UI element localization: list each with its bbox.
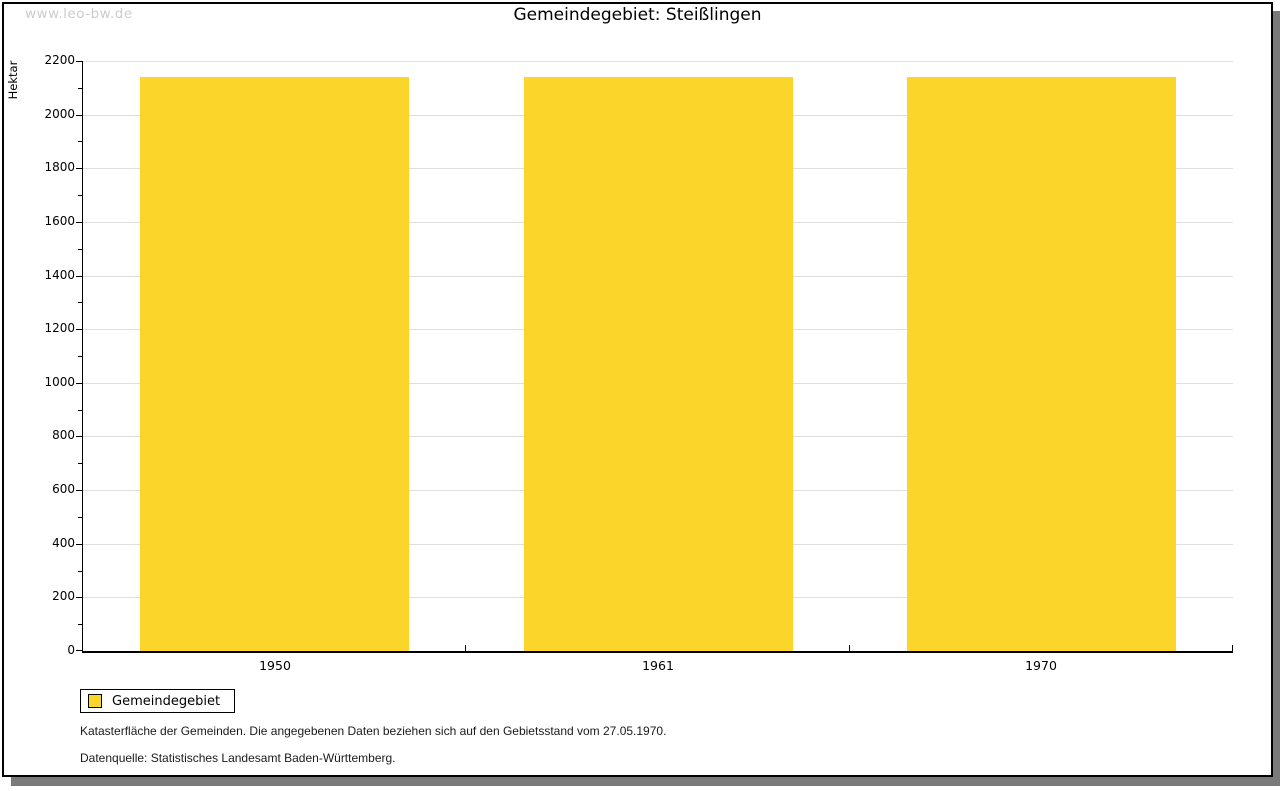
y-axis-tick	[78, 410, 82, 411]
y-axis-tick	[76, 597, 82, 598]
y-axis-tick-label: 1600	[44, 214, 75, 228]
y-axis-tick	[76, 490, 82, 491]
bar-1950	[140, 77, 409, 651]
y-axis-tick	[76, 61, 82, 62]
y-axis-tick-label: 800	[52, 428, 75, 442]
y-axis-tick	[76, 650, 82, 651]
y-axis-tick-label: 1400	[44, 268, 75, 282]
x-axis-category-label: 1970	[1025, 658, 1057, 673]
y-axis-tick	[78, 88, 82, 89]
y-axis-tick	[76, 115, 82, 116]
x-axis-category-label: 1950	[259, 658, 291, 673]
y-axis-tick-label: 2200	[44, 53, 75, 67]
y-axis-tick	[78, 624, 82, 625]
y-axis-tick	[78, 356, 82, 357]
legend-label: Gemeindegebiet	[112, 693, 221, 709]
y-axis-tick	[76, 168, 82, 169]
footnote-source: Datenquelle: Statistisches Landesamt Bad…	[80, 751, 396, 765]
y-axis-tick	[76, 222, 82, 223]
y-axis-tick	[78, 141, 82, 142]
x-axis-tick	[465, 645, 466, 651]
bar-1970	[907, 77, 1176, 651]
y-axis-tick	[76, 383, 82, 384]
legend: Gemeindegebiet	[80, 689, 236, 713]
footnote-caption: Katasterfläche der Gemeinden. Die angege…	[80, 724, 667, 738]
y-axis-tick	[76, 544, 82, 545]
y-axis-tick	[76, 329, 82, 330]
y-axis-tick-label: 0	[67, 643, 75, 657]
chart-panel: www.leo-bw.de Gemeindegebiet: Steißlinge…	[2, 2, 1273, 777]
y-axis-tick	[78, 195, 82, 196]
y-axis-tick	[78, 463, 82, 464]
y-axis-tick-label: 200	[52, 589, 75, 603]
plot-area: 0 200 400 600 800 1000 1200 1400 1600 1800 2000 220…	[44, 53, 1233, 673]
y-axis-tick	[76, 436, 82, 437]
y-axis-tick	[78, 249, 82, 250]
y-axis-tick-label: 2000	[44, 107, 75, 121]
y-axis-tick-label: 1200	[44, 321, 75, 335]
bar-1961	[524, 77, 793, 651]
x-axis-tick	[849, 645, 850, 651]
y-axis-tick-label: 1000	[44, 375, 75, 389]
legend-swatch-icon	[88, 694, 102, 708]
watermark: www.leo-bw.de	[25, 6, 133, 22]
chart-title: Gemeindegebiet: Steißlingen	[513, 5, 762, 25]
y-axis-tick-label: 600	[52, 482, 75, 496]
y-axis-tick-label: 400	[52, 536, 75, 550]
y-axis-tick	[78, 302, 82, 303]
y-axis-tick-label: 1800	[44, 160, 75, 174]
y-axis-tick	[76, 276, 82, 277]
y-axis-tick	[78, 517, 82, 518]
x-axis-category-label: 1961	[642, 658, 674, 673]
y-axis-tick	[78, 571, 82, 572]
x-axis-tick	[1232, 645, 1233, 651]
gridline	[83, 61, 1233, 62]
